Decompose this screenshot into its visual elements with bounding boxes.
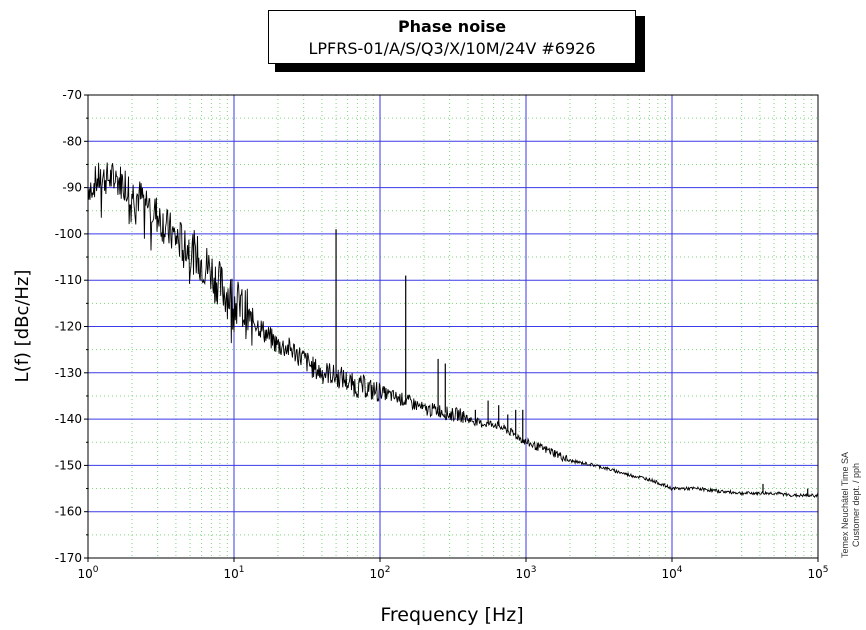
- y-axis-label: L(f) [dBc/Hz]: [12, 270, 33, 383]
- y-axis-ticks: -70 -80 -90 -100 -110 -120 -130 -140 -150 -160 -17…: [55, 88, 88, 565]
- y-tick-label: -80: [62, 134, 82, 148]
- y-tick-label: -110: [55, 273, 82, 287]
- y-tick-label: -160: [55, 505, 82, 519]
- x-axis-label: Frequency [Hz]: [380, 604, 523, 626]
- x-tick-label: 100: [77, 565, 98, 581]
- x-tick-label: 105: [807, 565, 828, 581]
- y-tick-label: -100: [55, 227, 82, 241]
- y-tick-label: -140: [55, 412, 82, 426]
- title-box: Phase noise LPFRS-01/A/S/Q3/X/10M/24V #6…: [268, 10, 636, 64]
- minor-grid: [88, 95, 818, 558]
- y-tick-label: -130: [55, 366, 82, 380]
- chart-subtitle: LPFRS-01/A/S/Q3/X/10M/24V #6926: [308, 39, 596, 58]
- annotation-line-2: Customer dept. / pph: [851, 463, 861, 547]
- x-tick-label: 104: [661, 565, 682, 581]
- y-tick-label: -70: [62, 88, 82, 102]
- annotation-line-1: Temex Neuchâtel Time SA: [840, 452, 850, 558]
- chart-title: Phase noise: [397, 17, 507, 36]
- phase-noise-trace: [87, 162, 819, 499]
- vendor-annotation: Temex Neuchâtel Time SA Customer dept. /…: [840, 452, 861, 558]
- series-layer: [87, 162, 819, 499]
- x-tick-label: 101: [223, 565, 244, 581]
- x-tick-label: 102: [369, 565, 390, 581]
- x-axis-ticks: 100 101 102 103 104 105: [77, 558, 829, 581]
- x-tick-label: 103: [515, 565, 536, 581]
- y-tick-label: -170: [55, 551, 82, 565]
- y-tick-label: -90: [62, 181, 82, 195]
- major-grid: [88, 95, 818, 558]
- y-tick-label: -150: [55, 458, 82, 472]
- y-tick-label: -120: [55, 320, 82, 334]
